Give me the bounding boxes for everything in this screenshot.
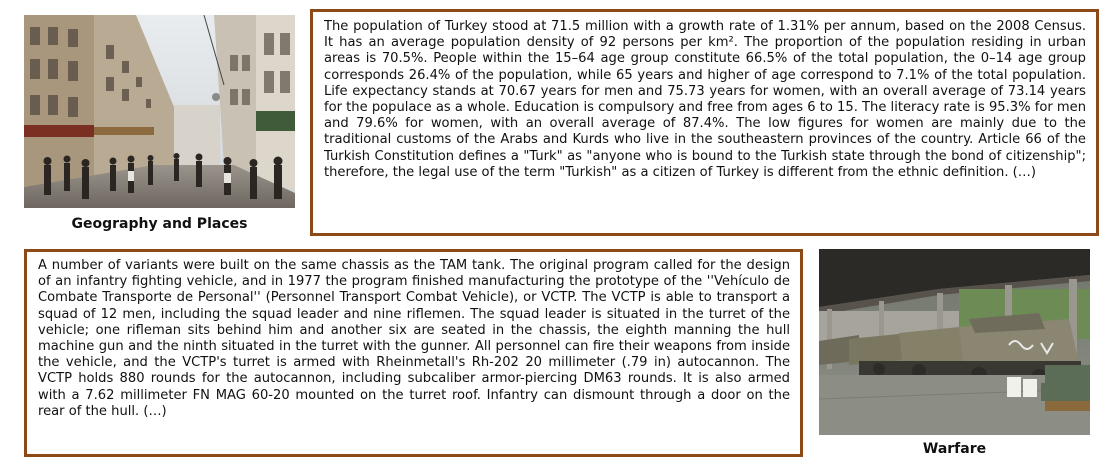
- text-panel-geography: The population of Turkey stood at 71.5 m…: [310, 9, 1099, 236]
- panel-text: A number of variants were built on the s…: [38, 258, 790, 419]
- panel-caption-geography: Geography and Places: [71, 216, 248, 232]
- panel-text: The population of Turkey stood at 71.5 m…: [324, 19, 1086, 180]
- panel-caption-warfare: Warfare: [922, 441, 987, 457]
- armored-vehicles-photo: [819, 249, 1090, 435]
- text-panel-warfare: A number of variants were built on the s…: [24, 249, 803, 457]
- street-photo: [24, 15, 295, 208]
